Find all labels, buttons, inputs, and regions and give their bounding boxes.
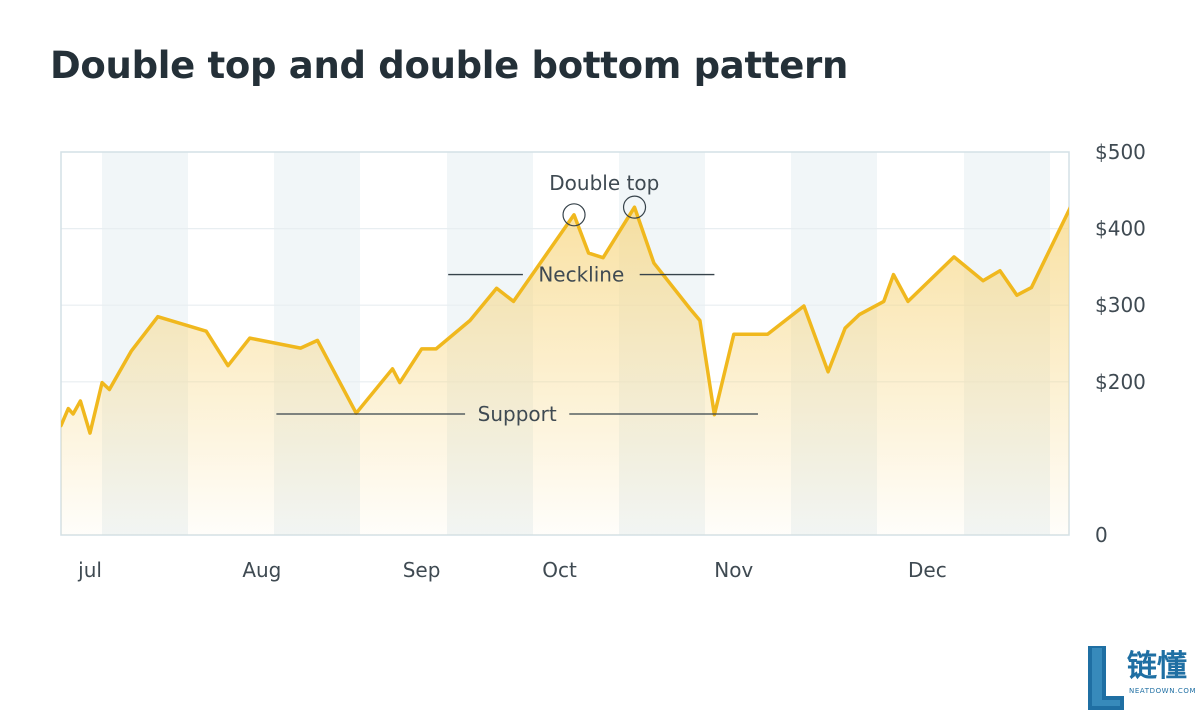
support-label: Support [478,402,557,426]
x-tick-label: Sep [403,558,441,582]
pattern-annotations: Double top Neckline Support [276,171,758,426]
double-top-marker [622,195,647,219]
y-tick-label: 0 [1095,523,1108,547]
x-tick-label: jul [77,558,102,582]
double-top-label: Double top [549,171,659,195]
x-tick-label: Dec [908,558,947,582]
x-tick-label: Aug [242,558,281,582]
y-tick-label: $400 [1095,217,1146,241]
y-tick-label: $200 [1095,370,1146,394]
watermark-text: 链懂 [1127,649,1187,684]
x-axis-ticks: jul Aug Sep Oct Nov Dec [77,558,947,582]
y-tick-label: $300 [1095,293,1146,317]
price-area [61,207,1069,535]
price-line [61,205,1069,435]
neatdown-logo-icon [1088,646,1124,710]
y-axis-ticks: 0 $200 $300 $400 $500 [1095,140,1146,547]
neckline-label: Neckline [538,263,624,287]
x-tick-label: Nov [714,558,753,582]
watermark-subtext: NEATDOWN.COM [1129,687,1197,695]
chart-title: Double top and double bottom pattern [50,44,848,87]
double-top-chart: Double top Neckline Support jul Aug Sep Oct No… [60,140,1146,582]
double-top-marker [562,203,586,227]
y-tick-label: $500 [1095,140,1146,164]
x-tick-label: Oct [542,558,577,582]
